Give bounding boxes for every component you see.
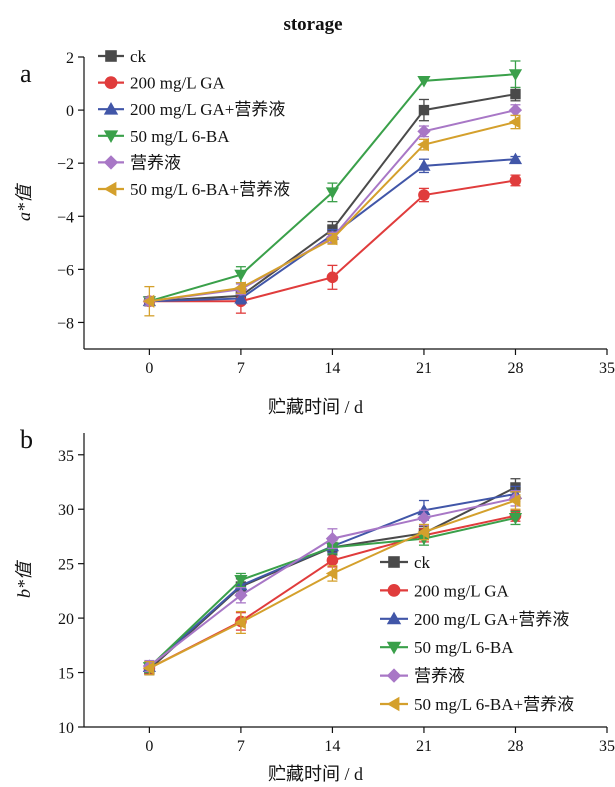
- y-tick-label: −6: [57, 262, 74, 279]
- x-tick-label: 0: [145, 738, 153, 755]
- data-point: [417, 159, 431, 171]
- legend-swatch-marker: [103, 155, 119, 170]
- x-tick-label: 21: [416, 738, 432, 755]
- data-point: [234, 269, 248, 282]
- data-point: [508, 512, 523, 525]
- y-tick-label: −4: [57, 209, 74, 226]
- legend: ck 200 mg/L GA 200 mg/L GA+营养液 50 mg/L 6-BA…: [380, 553, 574, 714]
- x-tick-label: 35: [599, 360, 615, 377]
- series-50 mg/L 6-BA: [142, 60, 523, 308]
- legend-swatch-marker: [386, 641, 402, 655]
- y-tick-label: −2: [57, 156, 74, 173]
- legend-label: 50 mg/L 6-BA+营养液: [414, 695, 574, 714]
- data-point: [417, 503, 431, 516]
- legend-swatch-marker: [386, 696, 400, 712]
- legend-label: 营养液: [130, 153, 181, 172]
- legend-label: 200 mg/L GA+营养液: [414, 610, 569, 629]
- data-point: [509, 174, 522, 187]
- x-tick-label: 0: [145, 360, 153, 377]
- legend: ck 200 mg/L GA 200 mg/L GA+营养液 50 mg/L 6-BA…: [98, 47, 290, 199]
- series-50 mg/L 6-BA+营养液: [142, 491, 521, 676]
- x-tick-label: 21: [416, 360, 432, 377]
- data-point: [508, 69, 523, 81]
- data-point: [325, 187, 340, 199]
- y-tick-label: 10: [58, 720, 74, 737]
- data-point: [418, 189, 430, 201]
- legend-swatch-marker: [386, 611, 402, 625]
- x-axis-title: 贮藏时间 / d: [268, 764, 363, 784]
- y-tick-label: 20: [58, 611, 74, 628]
- data-point: [234, 615, 246, 630]
- y-tick-label: 15: [58, 666, 74, 683]
- panel-a: a 0 7 14 21 28 35 −8 −6 −4 −2 0 2 贮藏时间 / d a*值 ck 200 mg…: [14, 47, 615, 417]
- data-point: [417, 511, 431, 525]
- data-point: [142, 294, 155, 308]
- data-point: [326, 554, 339, 567]
- y-tick-label: −8: [57, 315, 74, 332]
- legend-label: ck: [414, 553, 431, 572]
- legend-label: ck: [130, 47, 147, 66]
- legend-swatch-marker: [103, 102, 119, 115]
- x-tick-label: 28: [507, 360, 523, 377]
- data-point: [326, 271, 339, 284]
- legend-label: 200 mg/L GA: [130, 74, 225, 93]
- data-point: [417, 124, 431, 138]
- data-point: [417, 138, 429, 152]
- panel-label: a: [20, 59, 32, 88]
- x-tick-label: 7: [237, 738, 245, 755]
- y-tick-label: 0: [66, 103, 74, 120]
- x-tick-label: 28: [507, 738, 523, 755]
- legend-label: 营养液: [414, 667, 465, 686]
- y-tick-label: 2: [66, 50, 74, 67]
- x-tick-label: 14: [324, 360, 340, 377]
- data-point: [325, 532, 340, 546]
- y-tick-label: 30: [58, 502, 74, 519]
- legend-label: 50 mg/L 6-BA: [130, 127, 230, 146]
- y-axis-title: a*值: [14, 182, 34, 221]
- series-50 mg/L 6-BA+营养液: [142, 114, 521, 317]
- y-tick-label: 35: [58, 448, 74, 465]
- data-point: [234, 575, 248, 587]
- data-point: [325, 566, 338, 581]
- data-point: [508, 115, 521, 129]
- legend-swatch-marker: [105, 50, 117, 62]
- legend-label: 200 mg/L GA: [414, 581, 509, 600]
- y-axis-title: b*值: [14, 559, 34, 598]
- data-point: [508, 152, 523, 165]
- panel-b: b 0 7 14 21 28 35 10 15 20 25 30 35 贮藏时间 / d b*值 ck 200 …: [14, 425, 615, 784]
- panel-label: b: [20, 425, 33, 454]
- legend-label: 50 mg/L 6-BA: [414, 638, 514, 657]
- legend-label: 200 mg/L GA+营养液: [130, 100, 285, 119]
- legend-label: 50 mg/L 6-BA+营养液: [130, 180, 290, 199]
- x-tick-label: 35: [599, 738, 615, 755]
- legend-swatch-marker: [386, 668, 402, 683]
- series-营养液: [142, 490, 523, 673]
- legend-swatch-marker: [103, 181, 117, 197]
- legend-swatch-marker: [387, 584, 401, 597]
- legend-swatch-marker: [104, 76, 118, 89]
- data-point: [234, 281, 246, 295]
- x-tick-label: 7: [237, 360, 245, 377]
- legend-swatch-marker: [388, 556, 400, 568]
- data-point: [508, 103, 523, 117]
- data-point: [418, 104, 430, 116]
- data-point: [234, 588, 248, 602]
- data-point: [325, 232, 338, 246]
- y-tick-label: 25: [58, 557, 74, 574]
- data-point: [142, 661, 155, 675]
- x-axis-title: 贮藏时间 / d: [268, 397, 363, 417]
- legend-swatch-marker: [103, 130, 119, 143]
- data-point: [510, 88, 521, 100]
- data-point: [417, 525, 429, 539]
- figure-title: storage: [283, 14, 342, 35]
- x-tick-label: 14: [324, 738, 340, 755]
- data-point: [234, 291, 248, 304]
- data-point: [417, 75, 431, 88]
- data-point: [508, 493, 521, 508]
